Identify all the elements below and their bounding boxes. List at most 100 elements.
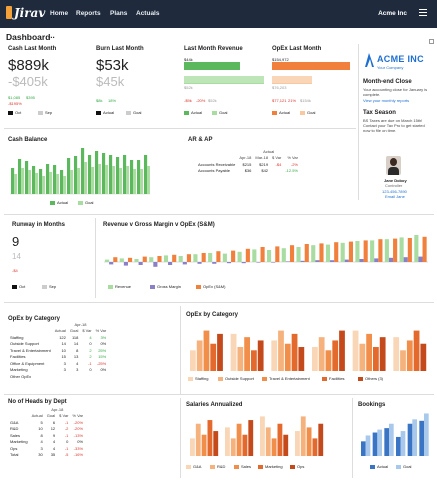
revenue-goal-bar — [184, 75, 264, 84]
cash-goal-bar — [126, 166, 129, 194]
cell: $219 — [259, 161, 269, 167]
row-label: Ops — [10, 445, 18, 451]
expand-icon[interactable] — [429, 39, 434, 44]
giraffe-icon — [6, 6, 12, 19]
cell: -20% — [73, 426, 84, 432]
cash-goal-bar — [28, 170, 31, 194]
salary-bar — [306, 427, 312, 456]
salary-bar — [277, 423, 283, 456]
legend-label: Staffing — [195, 376, 209, 381]
jirav-logo[interactable]: Jirav — [6, 6, 45, 20]
month-end-link[interactable]: View your monthly reports — [363, 98, 410, 103]
cell: 4 — [89, 334, 92, 340]
legend-swatch — [234, 464, 239, 469]
revenue-bar — [163, 255, 169, 262]
cell: 4 — [76, 360, 79, 366]
dashboard-menu-button[interactable]: ... — [48, 31, 55, 40]
ar-ap-col-apr: Apr-18 — [239, 155, 252, 161]
legend-label: Actual — [279, 110, 291, 115]
sal-legend-ops: Ops — [290, 464, 304, 469]
salary-bar — [213, 431, 219, 456]
nav-plans[interactable]: Plans — [110, 10, 128, 17]
gross-margin-bar — [256, 262, 261, 263]
opex-bar — [142, 256, 147, 262]
cell: 3 — [40, 445, 43, 451]
cash-goal-bar — [77, 168, 80, 194]
burn-row-value-2: 18% — [108, 98, 117, 103]
gross-margin-bar — [388, 257, 394, 262]
salaries-annualized-chart — [190, 416, 324, 456]
revenue-gm-opex-title: Revenue v Gross Margin v OpEx (S&M) — [103, 222, 215, 228]
revenue-bar — [193, 254, 198, 262]
nav-actuals[interactable]: Actuals — [136, 10, 160, 17]
cash-actual-bar — [74, 156, 78, 194]
ar-ap-col-mar: Mar-18 — [255, 155, 269, 161]
row-label: Office & Equipment — [10, 360, 45, 366]
cash-balance-legend-goal: Goal — [78, 200, 93, 205]
cell: 2 — [89, 347, 92, 353]
revenue-bar — [296, 247, 301, 262]
opex-bar — [275, 246, 280, 262]
col-divider — [352, 398, 353, 478]
cash-actual-bar — [88, 155, 92, 194]
legend-swatch — [210, 464, 215, 469]
legend-swatch — [50, 200, 55, 205]
rgo-legend-gm: Gross Margin — [150, 284, 181, 289]
opex-bar — [216, 251, 221, 262]
gross-margin-bar — [374, 258, 379, 262]
opex-bar — [245, 248, 250, 262]
oc-legend-staffing: Staffing — [188, 376, 209, 381]
legend-swatch — [370, 464, 375, 469]
cell: -33% — [73, 445, 84, 451]
hamburger-menu-icon[interactable] — [419, 9, 427, 16]
cell: 4 — [52, 439, 56, 445]
cash-actual-bar — [25, 161, 29, 194]
legend-label: Actual — [377, 464, 389, 469]
contact-role: Controller — [385, 183, 403, 188]
col-divider — [180, 398, 181, 478]
legend-label: Actual — [191, 110, 203, 115]
gross-margin-bar — [182, 262, 187, 265]
bookings-goal-bar — [400, 431, 406, 456]
runway-title: Runway in Months — [12, 222, 65, 228]
nav-reports[interactable]: Reports — [76, 10, 101, 17]
legend-label: Sales — [241, 464, 252, 469]
revenue-bar — [208, 253, 213, 262]
burn-row-value-1: $8k — [96, 98, 103, 103]
cell — [80, 373, 93, 380]
nav-home[interactable]: Home — [50, 10, 69, 17]
oc-legend-outside: Outside Support — [218, 376, 254, 381]
col-actual: Actual — [31, 413, 43, 419]
cash-goal-bar — [63, 176, 66, 194]
contact-email-link[interactable]: Email Jane — [385, 194, 405, 199]
legend-swatch — [184, 110, 189, 115]
opex-category-bar — [278, 330, 284, 371]
cell: -1 — [64, 445, 69, 451]
opex-category-bar — [325, 350, 332, 371]
rgo-legend-opex: OpEx (S&M) — [196, 284, 225, 289]
legend-label: Gross Margin — [157, 284, 182, 289]
row-label: Facilities — [10, 354, 26, 360]
legend-label: Sep — [49, 284, 57, 289]
contact-phone[interactable]: 123-456-7890 — [382, 189, 407, 194]
logo-text: Jirav — [14, 6, 46, 20]
cell: 10 — [38, 426, 43, 432]
bookings-chart — [361, 413, 429, 456]
row-label: Marketing — [10, 367, 28, 373]
opex-bar — [172, 254, 177, 262]
legend-swatch — [322, 376, 327, 381]
gross-margin-bar — [300, 260, 305, 262]
opex-top-value: $154,972 — [272, 57, 289, 62]
burn-legend-actual: Actual — [96, 110, 114, 115]
cash-goal-bar — [98, 164, 101, 194]
row-label: Accounts Payable — [198, 168, 231, 174]
opex-bar — [348, 241, 354, 262]
company-switcher[interactable]: Acme Inc — [378, 10, 407, 17]
cash-actual-bar — [81, 148, 85, 194]
revenue-bar — [119, 258, 124, 262]
cell: 3 — [76, 367, 79, 373]
col-dollar-var: $ Var — [82, 328, 92, 334]
revenue-bar — [178, 256, 183, 262]
opex-category-bar — [230, 333, 237, 371]
col-pct-var: % Var — [95, 328, 107, 334]
